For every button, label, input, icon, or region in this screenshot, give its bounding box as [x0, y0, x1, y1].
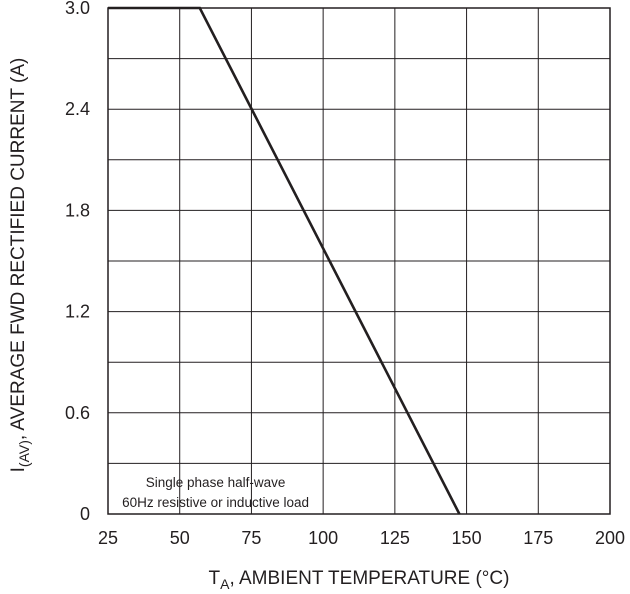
y-axis-label-main: I	[8, 467, 29, 472]
x-tick-label: 175	[523, 528, 553, 548]
y-tick-labels: 0 0.6 1.2 1.8 2.4 3.0	[65, 0, 90, 524]
annotation-line: Single phase half-wave	[146, 475, 286, 490]
y-axis-label: I(AV), AVERAGE FWD RECTIFIED CURRENT (A)	[8, 58, 32, 473]
x-axis-label-rest: , AMBIENT TEMPERATURE (°C)	[229, 568, 509, 589]
y-tick-label: 3.0	[65, 0, 90, 18]
x-tick-label: 125	[380, 528, 410, 548]
series-group	[108, 6, 461, 515]
plot-frame	[107, 7, 611, 515]
x-tick-label: 200	[595, 528, 625, 548]
x-tick-label: 75	[241, 528, 261, 548]
annotation: Single phase half-wave 60Hz resistive or …	[122, 475, 309, 510]
y-tick-label: 0.6	[65, 403, 90, 423]
x-tick-label: 150	[452, 528, 482, 548]
y-axis-label-rest: , AVERAGE FWD RECTIFIED CURRENT (A)	[8, 58, 29, 441]
x-tick-label: 50	[170, 528, 190, 548]
x-axis-label: TA, AMBIENT TEMPERATURE (°C)	[209, 568, 510, 592]
x-axis-label-sub: A	[220, 576, 230, 592]
y-tick-label: 2.4	[65, 99, 90, 119]
y-tick-label: 1.2	[65, 302, 90, 322]
x-tick-label: 25	[98, 528, 118, 548]
x-axis-label-main: T	[209, 568, 221, 589]
y-tick-label: 1.8	[65, 200, 90, 220]
x-tick-labels: 25 50 75 100 125 150 175 200	[98, 528, 625, 548]
y-axis-label-sub: (AV)	[16, 440, 32, 467]
series-line	[108, 6, 461, 515]
annotation-line: 60Hz resistive or inductive load	[122, 495, 309, 510]
x-tick-label: 100	[308, 528, 338, 548]
y-tick-label: 0	[80, 504, 90, 524]
grid	[107, 7, 611, 515]
